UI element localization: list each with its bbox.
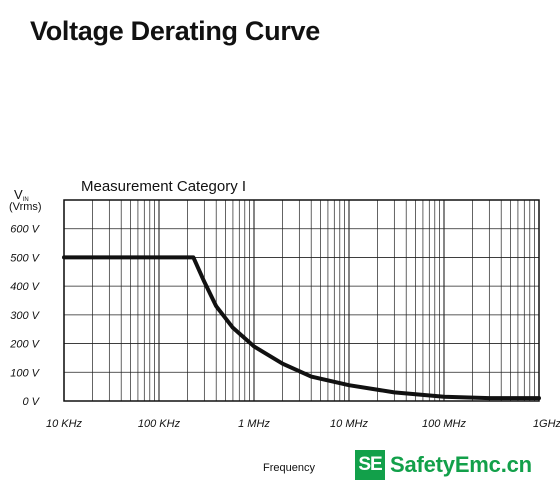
- y-tick-label: 500 V: [10, 252, 40, 264]
- x-tick-label: 100 MHz: [422, 418, 467, 430]
- y-axis-label-main: VIN: [14, 187, 29, 203]
- y-tick-label: 0 V: [22, 396, 40, 408]
- y-axis-label-sub: IN: [23, 197, 29, 203]
- y-axis-label-unit: (Vrms): [9, 201, 42, 213]
- x-tick-label: 100 KHz: [138, 418, 181, 430]
- y-tick-label: 100 V: [10, 367, 40, 379]
- chart-subtitle: Measurement Category I: [81, 178, 246, 195]
- grid: [63, 199, 539, 402]
- plot-frame: [63, 199, 540, 402]
- tick-labels: 0 V 100 V 200 V 300 V 400 V 500 V 600 V 10 KHz 1…: [9, 224, 560, 430]
- x-tick-label: 1GHz: [533, 418, 560, 430]
- x-tick-label: 10 KHz: [46, 418, 83, 430]
- watermark-logo: SE: [355, 450, 385, 480]
- y-tick-label: 600 V: [10, 224, 40, 236]
- x-axis-label: Frequency: [263, 462, 315, 474]
- watermark: SE SafetyEmc.cn: [355, 450, 532, 480]
- series-line: [62, 255, 541, 401]
- x-tick-label: 1 MHz: [238, 418, 270, 430]
- page-title: Voltage Derating Curve: [30, 16, 320, 46]
- y-tick-label: 200 V: [9, 339, 40, 351]
- x-tick-label: 10 MHz: [330, 418, 368, 430]
- watermark-text: SafetyEmc.cn: [390, 452, 532, 477]
- y-tick-label: 300 V: [10, 310, 40, 322]
- y-tick-label: 400 V: [10, 281, 40, 293]
